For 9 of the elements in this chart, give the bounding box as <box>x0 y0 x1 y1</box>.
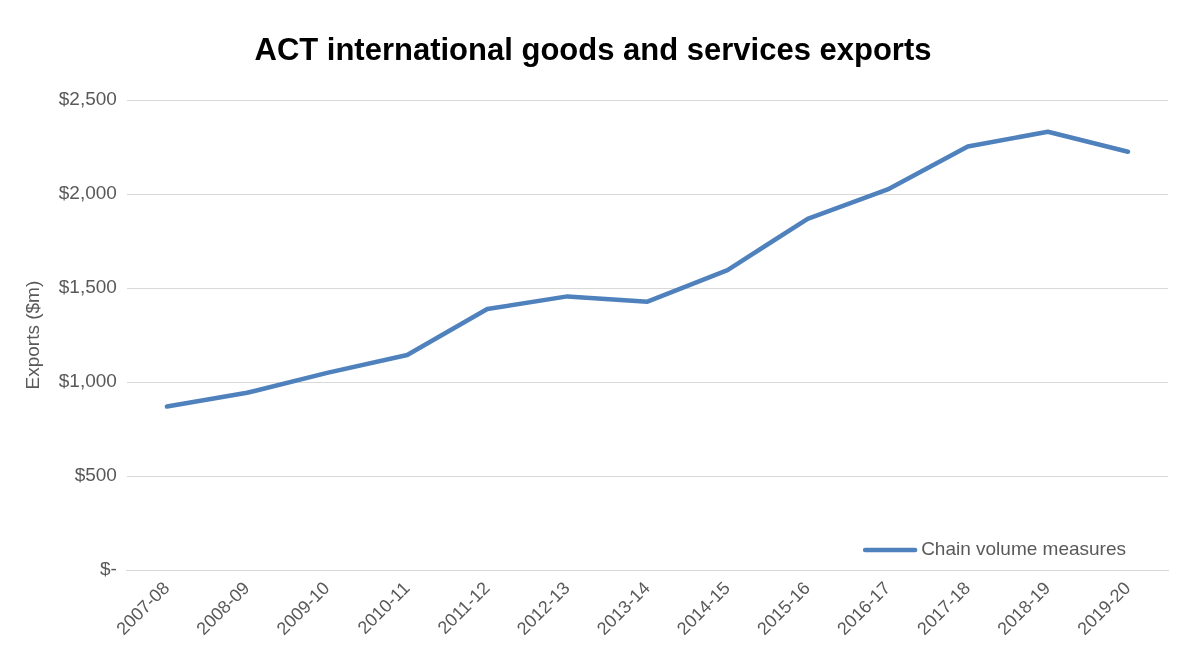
y-tick-label: $2,500 <box>58 88 117 110</box>
y-tick-label: $1,000 <box>58 370 117 392</box>
y-tick-label: $500 <box>74 464 117 486</box>
chart-title: ACT international goods and services exports <box>254 32 932 68</box>
y-tick-label: $1,500 <box>58 276 117 298</box>
y-tick-label: $- <box>100 558 117 580</box>
y-tick-label: $2,000 <box>58 182 117 204</box>
legend-label: Chain volume measures <box>921 538 1126 560</box>
y-axis-title: Exports ($m) <box>21 280 43 390</box>
